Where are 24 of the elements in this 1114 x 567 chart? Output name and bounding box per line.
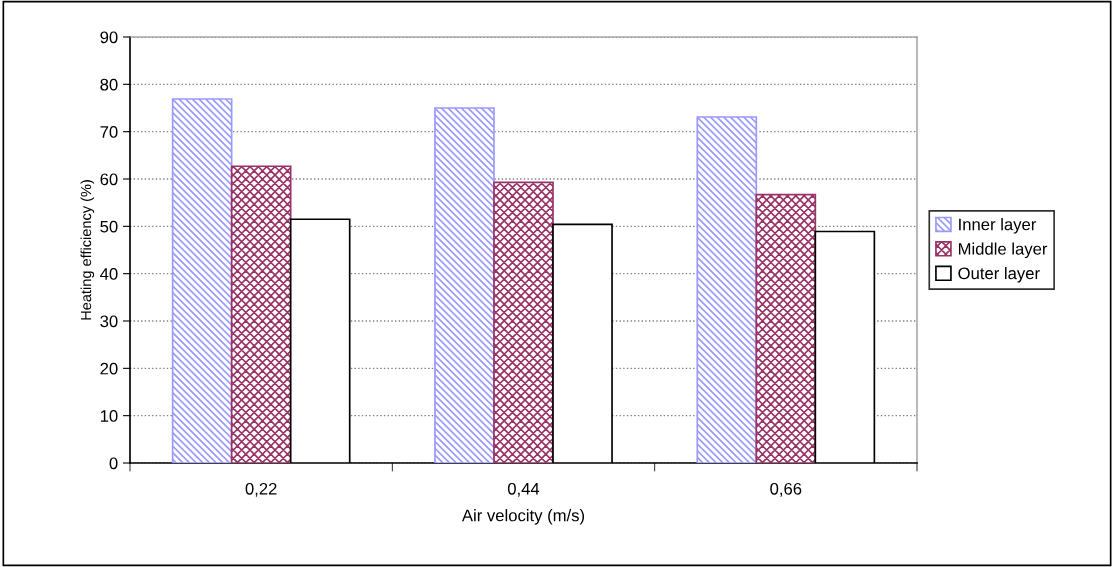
- bar: [493, 181, 554, 463]
- y-axis-title: Heating efficiency (%): [80, 180, 95, 320]
- x-axis-title: Air velocity (m/s): [461, 509, 585, 525]
- x-tick-label: 0,22: [245, 482, 277, 497]
- y-tick-label: 80: [100, 78, 118, 91]
- bar: [696, 116, 758, 463]
- legend-label: Outer layer: [958, 266, 1040, 283]
- y-tick-label: 90: [100, 31, 118, 44]
- legend-label: Inner layer: [959, 218, 1037, 234]
- y-tick-label: 20: [100, 362, 118, 375]
- bar: [230, 165, 292, 463]
- y-tick-label: 40: [100, 268, 118, 280]
- x-tick-label: 0,44: [507, 482, 540, 497]
- y-tick-label: 10: [100, 410, 118, 422]
- y-tick-label: 0: [109, 457, 118, 470]
- y-tick-label: 60: [100, 173, 118, 186]
- legend-label: Middle layer: [958, 242, 1048, 259]
- bar: [755, 193, 817, 463]
- y-tick-label: 30: [100, 315, 118, 328]
- bar: [171, 98, 233, 463]
- bar: [434, 107, 495, 463]
- y-tick-label: 50: [100, 220, 118, 233]
- x-tick-label: 0,66: [770, 482, 802, 497]
- y-tick-label: 70: [100, 126, 118, 138]
